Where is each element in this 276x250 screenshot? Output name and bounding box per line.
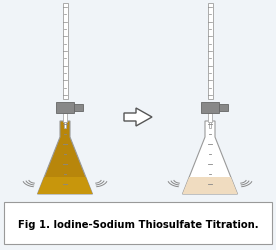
Bar <box>208 114 212 122</box>
Bar <box>62 4 68 100</box>
Polygon shape <box>38 122 92 194</box>
Polygon shape <box>124 108 152 126</box>
Bar <box>201 102 219 114</box>
Bar <box>63 114 67 122</box>
Bar <box>209 122 211 128</box>
Polygon shape <box>182 122 238 194</box>
Text: Fig 1. Iodine-Sodium Thiosulfate Titration.: Fig 1. Iodine-Sodium Thiosulfate Titrati… <box>18 219 258 229</box>
Bar <box>74 104 83 112</box>
Bar <box>4 202 272 244</box>
Polygon shape <box>38 177 92 194</box>
Bar <box>56 102 74 114</box>
Polygon shape <box>182 177 238 194</box>
Bar <box>64 122 66 128</box>
Bar <box>208 4 213 100</box>
Bar <box>219 104 228 112</box>
